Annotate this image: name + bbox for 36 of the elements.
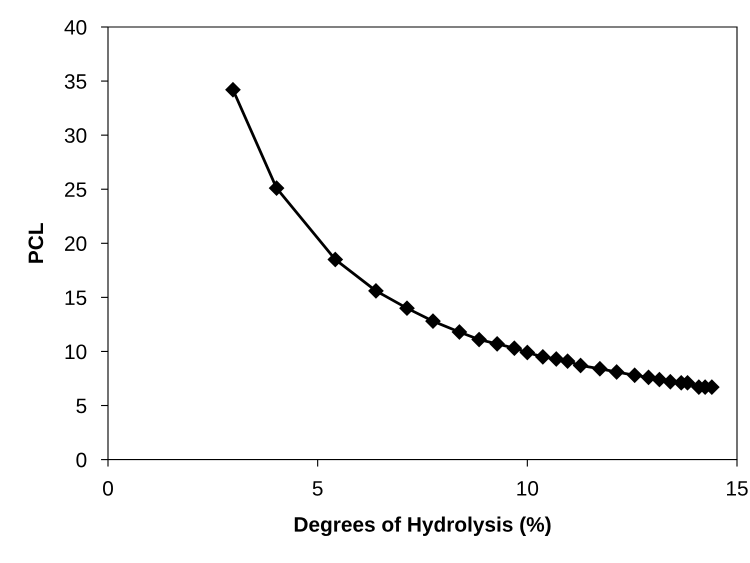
point bbox=[399, 300, 415, 316]
point bbox=[662, 374, 678, 390]
x-tick-label: 15 bbox=[727, 481, 748, 496]
x-tick-label: 5 bbox=[312, 481, 323, 496]
y-tick-label: 5 bbox=[76, 398, 86, 414]
y-tick-label: 25 bbox=[65, 182, 86, 197]
point bbox=[573, 358, 588, 374]
y-tick-label: 40 bbox=[64, 20, 86, 35]
y-tick-label: 20 bbox=[65, 236, 86, 252]
point bbox=[269, 180, 284, 196]
point bbox=[490, 336, 505, 352]
point bbox=[652, 372, 667, 388]
y-tick-label: 10 bbox=[66, 344, 86, 360]
y-tick-label: 0 bbox=[76, 452, 86, 468]
y-tick-label: 30 bbox=[64, 128, 86, 143]
point bbox=[368, 283, 384, 298]
point bbox=[452, 324, 467, 340]
y-tick-label: 35 bbox=[64, 74, 86, 89]
y-axis-title: PCL bbox=[28, 223, 44, 263]
point bbox=[548, 351, 564, 367]
x-tick-label: 10 bbox=[517, 480, 538, 496]
point bbox=[609, 364, 624, 380]
x-axis-title: Degrees of Hydrolysis (%) bbox=[294, 516, 551, 536]
point bbox=[560, 354, 576, 369]
point bbox=[328, 252, 343, 268]
point bbox=[520, 344, 535, 360]
x-tick-label: 0 bbox=[103, 480, 113, 496]
y-tick-label: 15 bbox=[66, 290, 86, 306]
point bbox=[225, 82, 241, 98]
point bbox=[592, 361, 608, 376]
point bbox=[627, 368, 642, 383]
point bbox=[640, 370, 656, 385]
point bbox=[472, 332, 487, 348]
point bbox=[535, 349, 550, 364]
point bbox=[506, 340, 522, 356]
point bbox=[425, 314, 441, 329]
